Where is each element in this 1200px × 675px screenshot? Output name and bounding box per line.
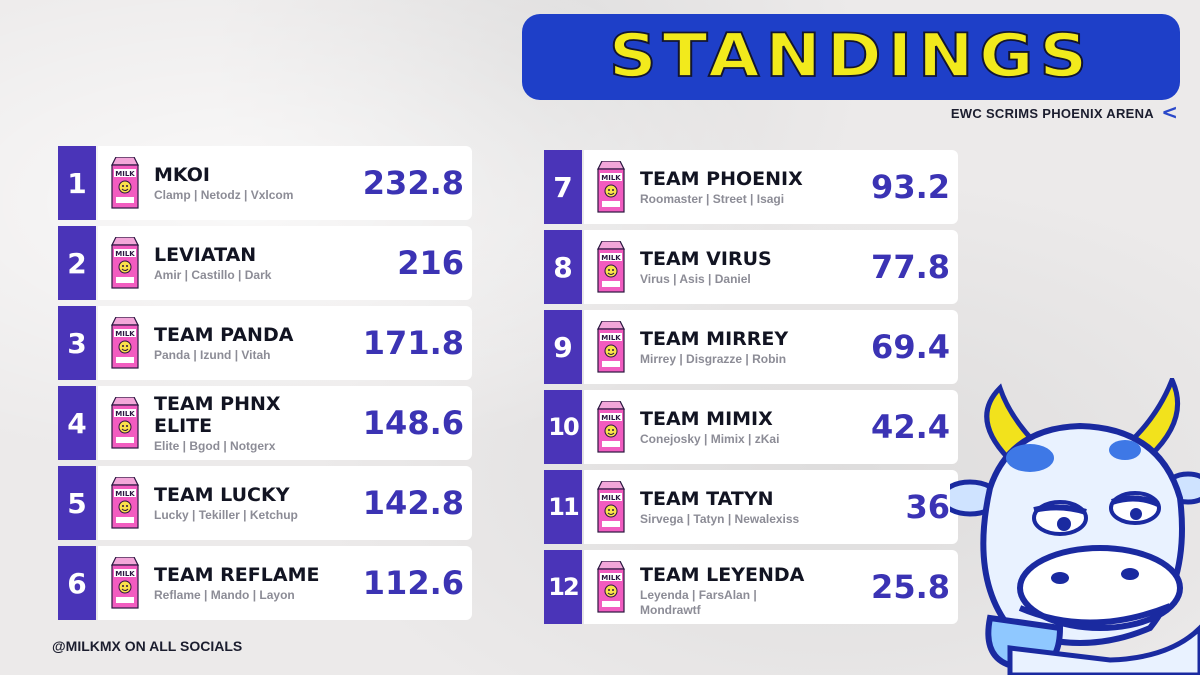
team-card: LEVIATAN Amir | Castillo | Dark 216	[98, 226, 472, 300]
chevron-left-icon: <	[1161, 100, 1178, 124]
milk-carton-icon	[110, 557, 140, 609]
team-name: TEAM VIRUS	[640, 248, 772, 270]
standing-row-9: 9 TEAM MIRREY Mirrey | Disgrazze | Robin…	[544, 310, 958, 384]
team-name: TEAM MIMIX	[640, 408, 773, 430]
standing-row-12: 12 TEAM LEYENDA Leyenda | FarsAlan | Mon…	[544, 550, 958, 624]
standing-row-2: 2 LEVIATAN Amir | Castillo | Dark 216	[58, 226, 472, 300]
rank-number: 6	[58, 546, 96, 620]
team-card: TEAM PHOENIX Roomaster | Street | Isagi …	[584, 150, 958, 224]
team-score: 216	[397, 244, 464, 282]
team-name: TEAM TATYN	[640, 488, 774, 510]
milk-carton-icon	[110, 477, 140, 529]
milk-carton-icon	[596, 241, 626, 293]
rank-number: 1	[58, 146, 96, 220]
rank-number: 9	[544, 310, 582, 384]
team-score: 25.8	[871, 568, 950, 606]
title-banner	[522, 14, 1180, 100]
team-card: TEAM VIRUS Virus | Asis | Daniel 77.8	[584, 230, 958, 304]
rank-number: 10	[544, 390, 582, 464]
team-players: Roomaster | Street | Isagi	[640, 192, 785, 206]
standing-row-10: 10 TEAM MIMIX Conejosky | Mimix | zKai 4…	[544, 390, 958, 464]
team-score: 36	[905, 488, 950, 526]
milk-carton-icon	[110, 317, 140, 369]
team-players: Mirrey | Disgrazze | Robin	[640, 352, 787, 366]
team-score: 112.6	[362, 564, 464, 602]
standing-row-3: 3 TEAM PANDA Panda | Izund | Vitah 171.8	[58, 306, 472, 380]
team-players: Lucky | Tekiller | Ketchup	[154, 508, 298, 522]
team-score: 142.8	[362, 484, 464, 522]
standing-row-6: 6 TEAM REFLAME Reflame | Mando | Layon 1…	[58, 546, 472, 620]
milk-carton-icon	[596, 321, 626, 373]
team-name: LEVIATAN	[154, 244, 257, 266]
team-card: MKOI Clamp | Netodz | Vxlcom 232.8	[98, 146, 472, 220]
cow-mascot-icon	[950, 378, 1200, 675]
team-card: TEAM MIRREY Mirrey | Disgrazze | Robin 6…	[584, 310, 958, 384]
standing-row-8: 8 TEAM VIRUS Virus | Asis | Daniel 77.8	[544, 230, 958, 304]
team-score: 232.8	[362, 164, 464, 202]
event-subtitle: EWC SCRIMS PHOENIX ARENA	[950, 106, 1154, 121]
team-score: 69.4	[871, 328, 950, 366]
rank-number: 2	[58, 226, 96, 300]
rank-number: 4	[58, 386, 96, 460]
team-players: Panda | Izund | Vitah	[154, 348, 271, 362]
standing-row-4: 4 TEAM PHNX ELITE Elite | Bgod | Notgerx…	[58, 386, 472, 460]
standing-row-1: 1 MKOI Clamp | Netodz | Vxlcom 232.8	[58, 146, 472, 220]
milk-carton-icon	[110, 157, 140, 209]
milk-carton-icon	[110, 237, 140, 289]
rank-number: 11	[544, 470, 582, 544]
team-score: 148.6	[362, 404, 464, 442]
team-card: TEAM MIMIX Conejosky | Mimix | zKai 42.4	[584, 390, 958, 464]
milk-carton-icon	[596, 161, 626, 213]
rank-number: 7	[544, 150, 582, 224]
team-card: TEAM PHNX ELITE Elite | Bgod | Notgerx 1…	[98, 386, 472, 460]
team-score: 77.8	[871, 248, 950, 286]
page-title: STANDINGS	[608, 20, 1094, 91]
team-score: 42.4	[871, 408, 950, 446]
team-card: TEAM REFLAME Reflame | Mando | Layon 112…	[98, 546, 472, 620]
team-score: 171.8	[362, 324, 464, 362]
social-handle: @MILKMX ON ALL SOCIALS	[52, 638, 243, 654]
team-name: TEAM PANDA	[154, 324, 294, 346]
standing-row-5: 5 TEAM LUCKY Lucky | Tekiller | Ketchup …	[58, 466, 472, 540]
milk-carton-icon	[596, 481, 626, 533]
rank-number: 8	[544, 230, 582, 304]
team-card: TEAM LEYENDA Leyenda | FarsAlan | Mondra…	[584, 550, 958, 624]
team-players: Reflame | Mando | Layon	[154, 588, 295, 602]
team-players: Leyenda | FarsAlan |	[640, 588, 757, 602]
team-players: Amir | Castillo | Dark	[154, 268, 272, 282]
milk-carton-icon	[596, 561, 626, 613]
team-players: Virus | Asis | Daniel	[640, 272, 751, 286]
team-name-line2: ELITE	[154, 415, 213, 437]
standing-row-7: 7 TEAM PHOENIX Roomaster | Street | Isag…	[544, 150, 958, 224]
rank-number: 5	[58, 466, 96, 540]
team-card: TEAM LUCKY Lucky | Tekiller | Ketchup 14…	[98, 466, 472, 540]
team-name: TEAM LEYENDA	[640, 564, 805, 586]
team-name: TEAM REFLAME	[154, 564, 320, 586]
milk-carton-icon	[596, 401, 626, 453]
team-card: TEAM PANDA Panda | Izund | Vitah 171.8	[98, 306, 472, 380]
team-name: MKOI	[154, 164, 210, 186]
team-score: 93.2	[871, 168, 950, 206]
team-name: TEAM PHOENIX	[640, 168, 803, 190]
team-players: Conejosky | Mimix | zKai	[640, 432, 780, 446]
team-players-line2: Mondrawtf	[640, 603, 701, 617]
team-name: TEAM PHNX	[154, 393, 281, 415]
team-players: Clamp | Netodz | Vxlcom	[154, 188, 294, 202]
rank-number: 12	[544, 550, 582, 624]
standing-row-11: 11 TEAM TATYN Sirvega | Tatyn | Newalexi…	[544, 470, 958, 544]
team-name: TEAM MIRREY	[640, 328, 789, 350]
milk-carton-icon	[110, 397, 140, 449]
team-name: TEAM LUCKY	[154, 484, 290, 506]
team-card: TEAM TATYN Sirvega | Tatyn | Newalexiss …	[584, 470, 958, 544]
team-players: Sirvega | Tatyn | Newalexiss	[640, 512, 800, 526]
team-players: Elite | Bgod | Notgerx	[154, 439, 276, 453]
rank-number: 3	[58, 306, 96, 380]
